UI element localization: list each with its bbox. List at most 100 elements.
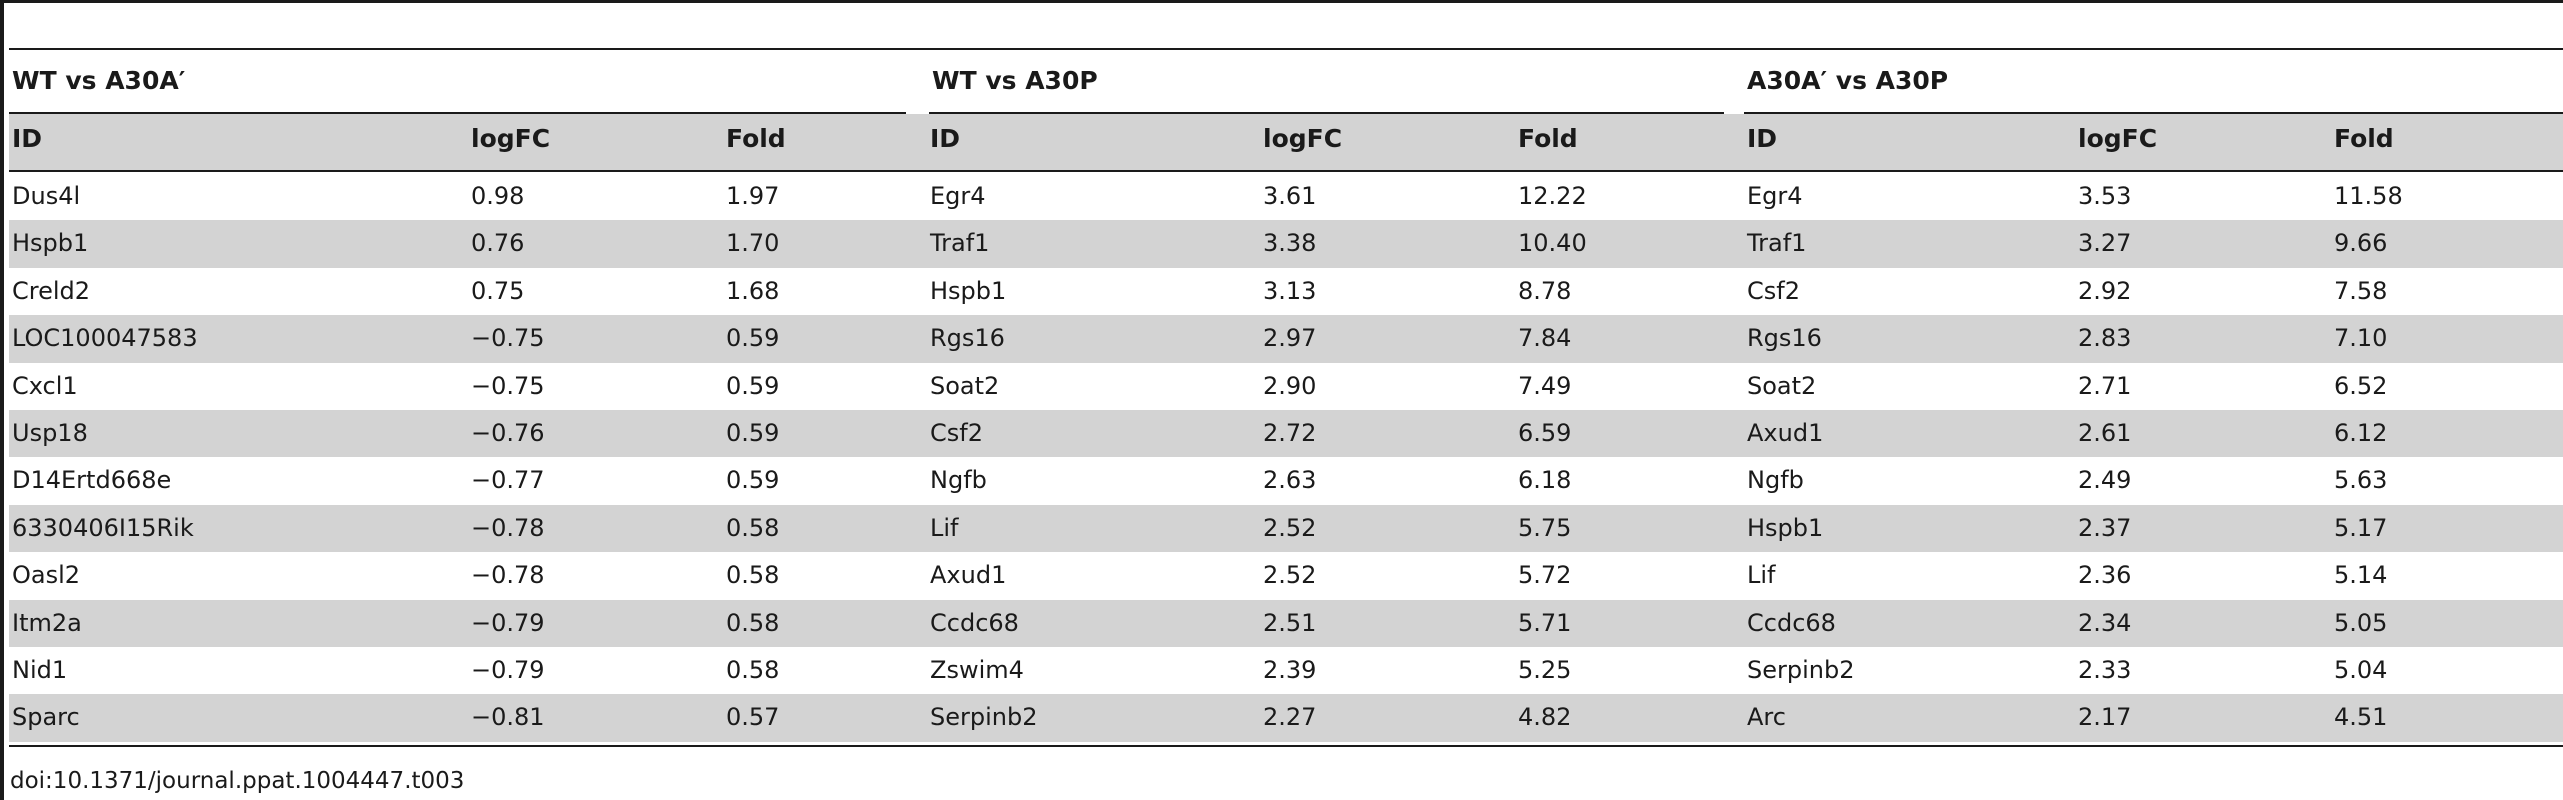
group-rule [929,112,1724,114]
cell-logfc: 2.51 [1263,608,1317,637]
cell-id: Ngfb [930,466,987,495]
cell-logfc: 2.71 [2078,371,2132,400]
cell-fold: 0.57 [726,703,780,732]
cell-id: Serpinb2 [1747,656,1855,684]
cell-id: Hspb1 [1747,513,1824,542]
column-header-fold: Fold [2334,124,2394,153]
cell-logfc: −0.79 [471,656,545,684]
cell-fold: 11.58 [2334,182,2403,210]
group-header-a30a-vs-a30p: A30A′ vs A30P [1744,64,2563,114]
cell-id: Nid1 [12,656,68,684]
cell-logfc: 2.83 [2078,324,2132,353]
group-header-wt-vs-a30p: WT vs A30P [929,64,1724,114]
cell-id: 6330406I15Rik [12,513,194,542]
cell-fold: 5.71 [1518,608,1572,637]
cell-logfc: −0.77 [471,466,545,495]
column-header-logfc: logFC [2078,124,2158,153]
cell-id: Cxcl1 [12,371,78,400]
cell-logfc: −0.79 [471,608,545,637]
cell-id: Csf2 [930,419,983,447]
cell-id: D14Ertd668e [12,466,172,495]
cell-logfc: 0.76 [471,229,525,258]
cell-fold: 4.51 [2334,703,2388,732]
cell-logfc: 2.52 [1263,513,1317,542]
cell-id: Axud1 [1747,419,1824,447]
table-row: 6330406I15Rik −0.78 0.58 Lif 2.52 5.75 Hspb1 2.… [9,504,2563,553]
cell-fold: 6.12 [2334,419,2388,447]
cell-id: Traf1 [930,229,990,258]
cell-logfc: −0.75 [471,371,545,400]
cell-fold: 6.59 [1518,419,1572,447]
cell-fold: 0.58 [726,656,780,684]
cell-id: Traf1 [1747,229,1807,258]
group-rule [1744,112,2563,114]
table-row: Nid1 −0.79 0.58 Zswim4 2.39 5.25 Serpinb2 2.33 5… [9,647,2563,694]
cell-id: Creld2 [12,276,91,305]
group-header-wt-vs-a30a: WT vs A30A′ [9,64,906,114]
cell-fold: 0.59 [726,466,780,495]
column-header-logfc: logFC [471,124,551,153]
cell-logfc: −0.78 [471,513,545,542]
column-header-id: ID [930,124,961,153]
cell-fold: 5.63 [2334,466,2388,495]
table-row: Oasl2 −0.78 0.58 Axud1 2.52 5.72 Lif 2.36 5.14 [9,552,2563,599]
group-title: A30A′ vs A30P [1747,66,1949,95]
cell-logfc: 2.97 [1263,324,1317,353]
cell-fold: 5.75 [1518,513,1572,542]
cell-fold: 5.05 [2334,608,2388,637]
cell-id: Oasl2 [12,561,81,590]
column-header-rule [9,170,2563,172]
cell-logfc: 2.92 [2078,276,2132,305]
cell-logfc: 2.39 [1263,656,1317,684]
doi-caption: doi:10.1371/journal.ppat.1004447.t003 [10,768,465,794]
cell-id: Dus4l [12,182,81,210]
column-header-fold: Fold [726,124,786,153]
cell-fold: 1.97 [726,182,780,210]
cell-logfc: 2.52 [1263,561,1317,590]
cell-id: Hspb1 [12,229,89,258]
table-row: Creld2 0.75 1.68 Hspb1 3.13 8.78 Csf2 2.92 7.58 [9,268,2563,315]
cell-logfc: 2.90 [1263,371,1317,400]
cell-fold: 9.66 [2334,229,2388,258]
cell-logfc: −0.76 [471,419,545,447]
cell-logfc: 3.27 [2078,229,2132,258]
cell-logfc: 2.63 [1263,466,1317,495]
cell-id: Itm2a [12,608,82,637]
cell-logfc: 2.37 [2078,513,2132,542]
table-row: Usp18 −0.76 0.59 Csf2 2.72 6.59 Axud1 2.61 6.12 [9,410,2563,458]
cell-logfc: 2.61 [2078,419,2132,447]
cell-id: Egr4 [1747,182,1803,210]
table-row: Sparc −0.81 0.57 Serpinb2 2.27 4.82 Arc 2.17 4.5… [9,694,2563,742]
cell-fold: 5.04 [2334,656,2388,684]
cell-logfc: −0.75 [471,324,545,353]
table-row: Cxcl1 −0.75 0.59 Soat2 2.90 7.49 Soat2 2.71 6.52 [9,363,2563,410]
cell-fold: 0.58 [726,561,780,590]
cell-id: Lif [930,513,959,542]
cell-fold: 7.58 [2334,276,2388,305]
cell-id: Ccdc68 [1747,608,1836,637]
table-bottom-rule [9,745,2563,747]
cell-fold: 10.40 [1518,229,1587,258]
cell-fold: 4.82 [1518,703,1572,732]
table-row: Dus4l 0.98 1.97 Egr4 3.61 12.22 Egr4 3.53 11.58 [9,173,2563,220]
cell-id: Arc [1747,703,1786,732]
cell-id: Egr4 [930,182,986,210]
cell-fold: 7.10 [2334,324,2388,353]
column-header-id: ID [1747,124,1778,153]
cell-fold: 0.59 [726,371,780,400]
table-row: LOC100047583 −0.75 0.59 Rgs16 2.97 7.84 Rgs16 2… [9,315,2563,363]
cell-id: Csf2 [1747,276,1800,305]
cell-fold: 5.17 [2334,513,2388,542]
cell-logfc: 2.33 [2078,656,2132,684]
cell-id: Sparc [12,703,80,732]
group-title: WT vs A30A′ [12,66,186,95]
cell-id: Soat2 [930,371,1000,400]
cell-logfc: 2.72 [1263,419,1317,447]
cell-fold: 1.68 [726,276,780,305]
cell-fold: 12.22 [1518,182,1587,210]
cell-logfc: −0.81 [471,703,545,732]
column-header-row [9,114,2563,170]
cell-fold: 7.49 [1518,371,1572,400]
cell-logfc: 2.34 [2078,608,2132,637]
top-border [0,0,2563,3]
